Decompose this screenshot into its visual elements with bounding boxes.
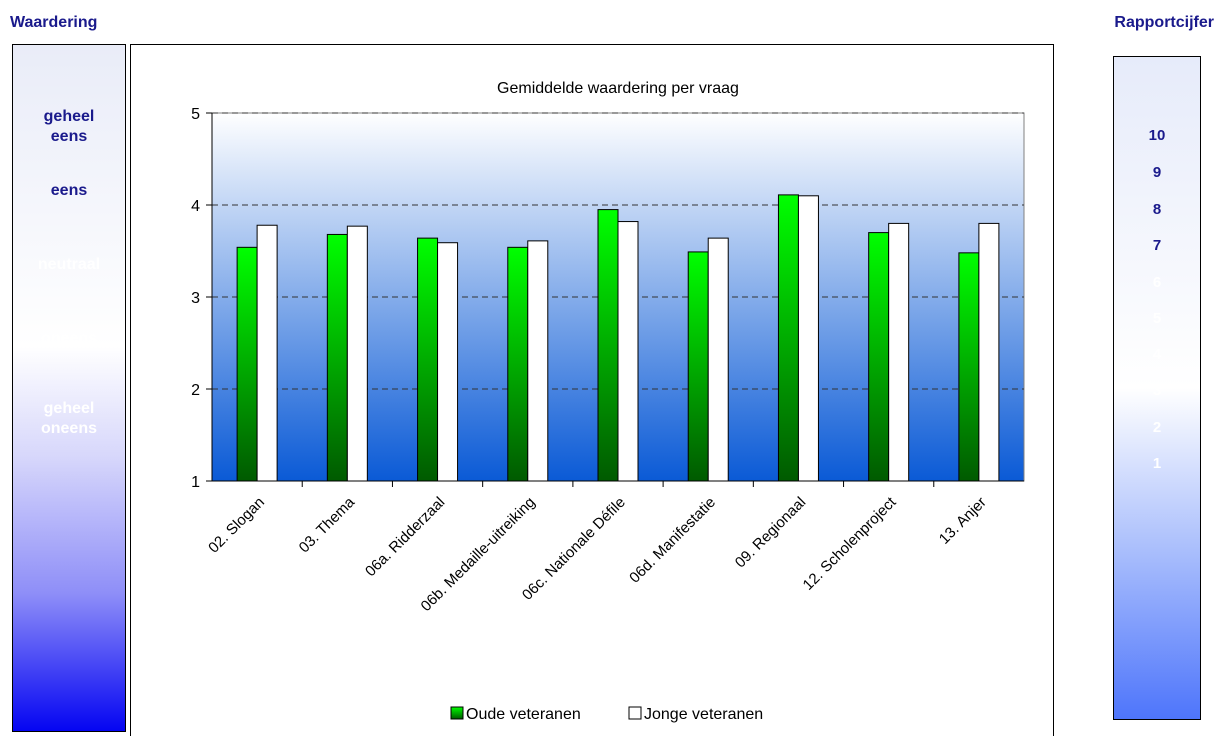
bar-oude-veteranen (417, 237, 439, 482)
bar-jonge-veteranen (346, 225, 368, 482)
legend-swatch-jonge (628, 706, 642, 720)
x-category-label: 06c. Nationale Défile (519, 494, 629, 604)
bar-jonge-veteranen (617, 221, 639, 482)
x-category-label: 13. Anjer (936, 494, 990, 548)
rapportcijfer-scale-label: 6 (1152, 274, 1162, 291)
rapportcijfer-scale-panel: 10 9 8 7 6 5 4 3 2 1 (1113, 56, 1201, 720)
rapportcijfer-scale-label: 10 (1148, 127, 1166, 144)
x-category-label: 09. Regionaal (732, 494, 809, 571)
rapportcijfer-scale-label: 2 (1152, 419, 1162, 436)
bar-jonge-veteranen (707, 237, 729, 482)
y-tick-label: 3 (191, 290, 200, 307)
chart-title: Gemiddelde waardering per vraag (497, 80, 739, 97)
bar-oude-veteranen (507, 246, 529, 482)
waardering-scale-panel: geheel eens eens neutraal oneens geheel oneens (12, 44, 126, 732)
y-tick-label: 5 (191, 106, 200, 123)
bar-jonge-veteranen (797, 195, 819, 482)
x-category-label: 02. Slogan (205, 494, 268, 557)
rapportcijfer-scale-label: 3 (1152, 382, 1162, 399)
waardering-scale-label: eens (50, 182, 88, 199)
bar-oude-veteranen (236, 246, 258, 482)
x-category-label: 12. Scholenproject (800, 493, 900, 593)
bar-oude-veteranen (687, 251, 709, 482)
bar-jonge-veteranen (978, 222, 1000, 482)
bar-oude-veteranen (326, 233, 348, 482)
waardering-scale-label: neutraal (37, 256, 101, 273)
y-tick-label: 4 (191, 198, 200, 215)
rapportcijfer-scale-label: 8 (1152, 201, 1162, 218)
right-panel-title: Rapportcijfer (1114, 14, 1214, 31)
waardering-scale-label: geheel eens (43, 108, 95, 145)
chart-frame: Gemiddelde waardering per vraag 1 2 3 4 5 02. … (130, 44, 1054, 736)
bar-oude-veteranen (958, 252, 980, 482)
bar-oude-veteranen (868, 232, 890, 482)
bar-jonge-veteranen (256, 224, 278, 482)
y-tick-label: 1 (191, 474, 200, 491)
legend-label-jonge: Jonge veteranen (644, 706, 763, 723)
rapportcijfer-scale-label: 4 (1152, 346, 1162, 363)
rapportcijfer-scale-label: 9 (1152, 164, 1162, 181)
waardering-scale-label: geheel oneens (40, 400, 97, 437)
legend-swatch-oude (450, 706, 464, 720)
bar-jonge-veteranen (888, 222, 910, 482)
bar-jonge-veteranen (527, 240, 549, 482)
rapportcijfer-scale-label: 1 (1152, 455, 1162, 472)
rapportcijfer-scale-label: 7 (1152, 237, 1162, 254)
x-category-label: 06a. Ridderzaal (362, 494, 448, 580)
legend-label-oude: Oude veteranen (466, 706, 581, 723)
x-category-label: 06d. Manifestatie (626, 494, 719, 587)
waardering-scale-label: oneens (40, 330, 97, 347)
bar-oude-veteranen (597, 209, 619, 482)
bar-jonge-veteranen (437, 242, 459, 482)
x-category-label: 03. Thema (296, 493, 359, 556)
bar-oude-veteranen (777, 194, 799, 482)
y-tick-label: 2 (191, 382, 200, 399)
left-panel-title: Waardering (10, 14, 98, 31)
bar-chart: Gemiddelde waardering per vraag 1 2 3 4 5 02. … (191, 80, 1025, 723)
rapportcijfer-scale-label: 5 (1152, 310, 1162, 327)
